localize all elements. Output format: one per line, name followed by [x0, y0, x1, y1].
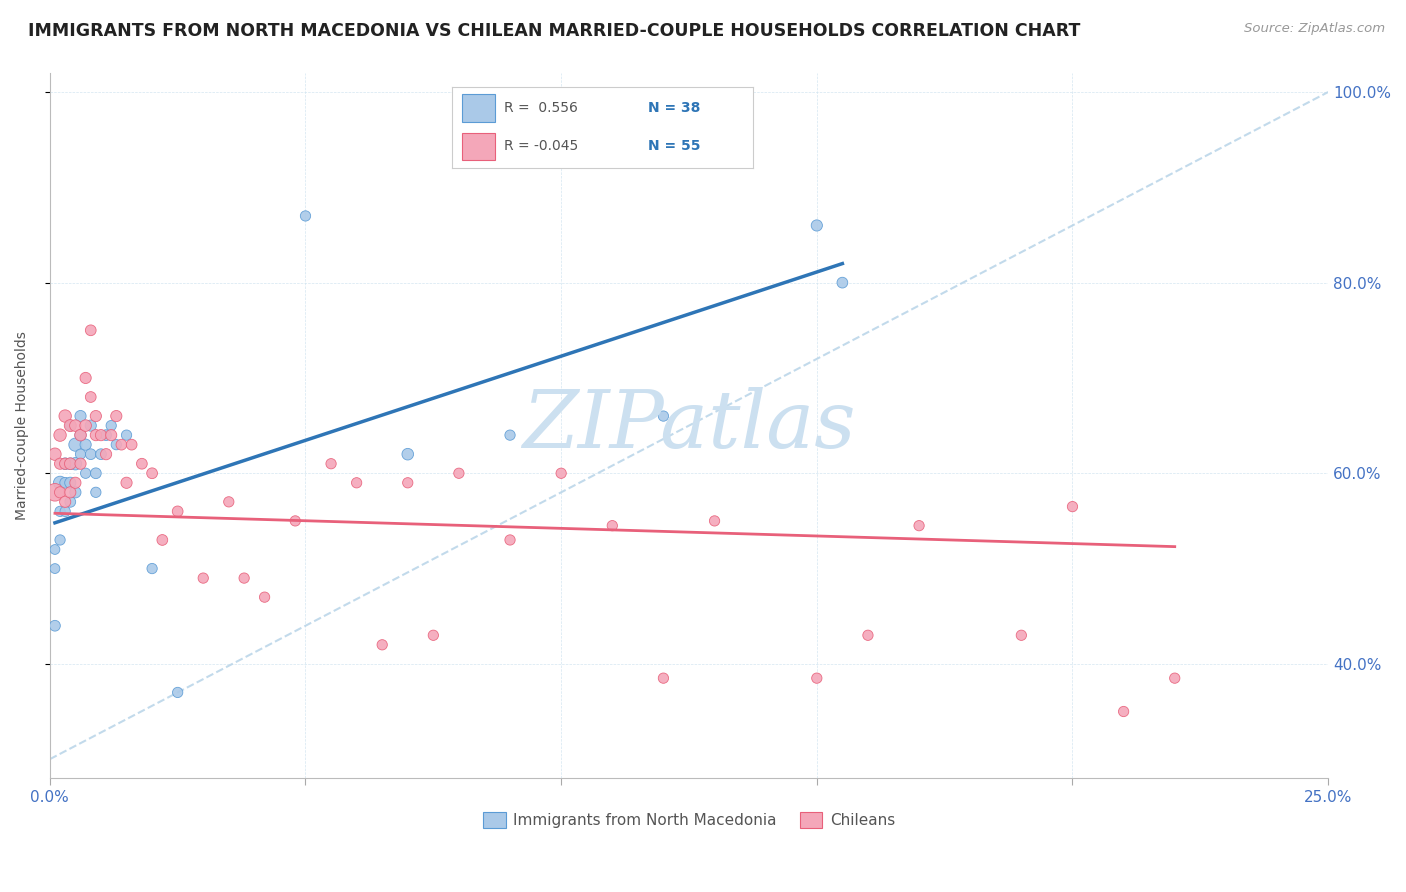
Point	[131, 457, 153, 471]
Point	[75, 467, 97, 481]
Point	[53, 504, 76, 518]
Point	[447, 467, 470, 481]
Point	[1112, 705, 1135, 719]
Point	[84, 467, 107, 481]
Point	[49, 533, 72, 547]
Point	[284, 514, 307, 528]
Point	[100, 428, 122, 442]
Point	[1010, 628, 1032, 642]
Point	[499, 533, 522, 547]
Point	[150, 533, 173, 547]
Point	[703, 514, 725, 528]
Point	[59, 475, 82, 490]
Point	[53, 409, 76, 423]
Point	[49, 457, 72, 471]
Point	[65, 418, 87, 433]
Point	[652, 671, 675, 685]
Point	[80, 447, 103, 461]
Text: Source: ZipAtlas.com: Source: ZipAtlas.com	[1244, 22, 1385, 36]
Point	[59, 495, 82, 509]
Point	[94, 447, 117, 461]
Point	[319, 457, 342, 471]
Point	[49, 475, 72, 490]
Point	[396, 475, 419, 490]
Point	[90, 447, 112, 461]
Point	[44, 485, 66, 500]
Point	[49, 485, 72, 500]
Point	[141, 467, 163, 481]
Point	[44, 542, 66, 557]
Point	[53, 457, 76, 471]
Point	[110, 438, 132, 452]
Point	[115, 428, 138, 442]
Point	[80, 323, 103, 337]
Point	[396, 447, 419, 461]
Point	[44, 561, 66, 575]
Point	[69, 428, 91, 442]
Point	[69, 428, 91, 442]
Point	[84, 485, 107, 500]
Point	[141, 561, 163, 575]
Point	[69, 447, 91, 461]
Point	[105, 438, 128, 452]
Point	[831, 276, 853, 290]
Point	[75, 418, 97, 433]
Point	[65, 475, 87, 490]
Legend: Immigrants from North Macedonia, Chileans: Immigrants from North Macedonia, Chilean…	[477, 805, 901, 834]
Point	[806, 671, 828, 685]
Point	[121, 438, 143, 452]
Point	[80, 418, 103, 433]
Point	[233, 571, 256, 585]
Point	[100, 418, 122, 433]
Point	[856, 628, 879, 642]
Point	[53, 457, 76, 471]
Point	[166, 504, 188, 518]
Point	[371, 638, 394, 652]
Point	[59, 485, 82, 500]
Point	[1062, 500, 1084, 514]
Point	[253, 590, 276, 604]
Point	[59, 457, 82, 471]
Point	[84, 409, 107, 423]
Point	[49, 428, 72, 442]
Point	[550, 467, 572, 481]
Point	[499, 428, 522, 442]
Y-axis label: Married-couple Households: Married-couple Households	[15, 331, 30, 520]
Point	[65, 457, 87, 471]
Point	[80, 390, 103, 404]
Point	[90, 428, 112, 442]
Text: ZIPatlas: ZIPatlas	[522, 387, 856, 465]
Point	[65, 438, 87, 452]
Point	[53, 475, 76, 490]
Point	[49, 504, 72, 518]
Point	[59, 457, 82, 471]
Point	[84, 428, 107, 442]
Point	[115, 475, 138, 490]
Point	[294, 209, 316, 223]
Point	[69, 457, 91, 471]
Point	[422, 628, 444, 642]
Point	[69, 409, 91, 423]
Point	[53, 495, 76, 509]
Point	[75, 371, 97, 385]
Point	[218, 495, 240, 509]
Point	[65, 485, 87, 500]
Point	[44, 619, 66, 633]
Text: IMMIGRANTS FROM NORTH MACEDONIA VS CHILEAN MARRIED-COUPLE HOUSEHOLDS CORRELATION: IMMIGRANTS FROM NORTH MACEDONIA VS CHILE…	[28, 22, 1080, 40]
Point	[105, 409, 128, 423]
Point	[59, 418, 82, 433]
Point	[806, 219, 828, 233]
Point	[193, 571, 215, 585]
Point	[908, 518, 931, 533]
Point	[166, 685, 188, 699]
Point	[346, 475, 368, 490]
Point	[75, 438, 97, 452]
Point	[94, 428, 117, 442]
Point	[1164, 671, 1187, 685]
Point	[59, 418, 82, 433]
Point	[44, 447, 66, 461]
Point	[600, 518, 623, 533]
Point	[652, 409, 675, 423]
